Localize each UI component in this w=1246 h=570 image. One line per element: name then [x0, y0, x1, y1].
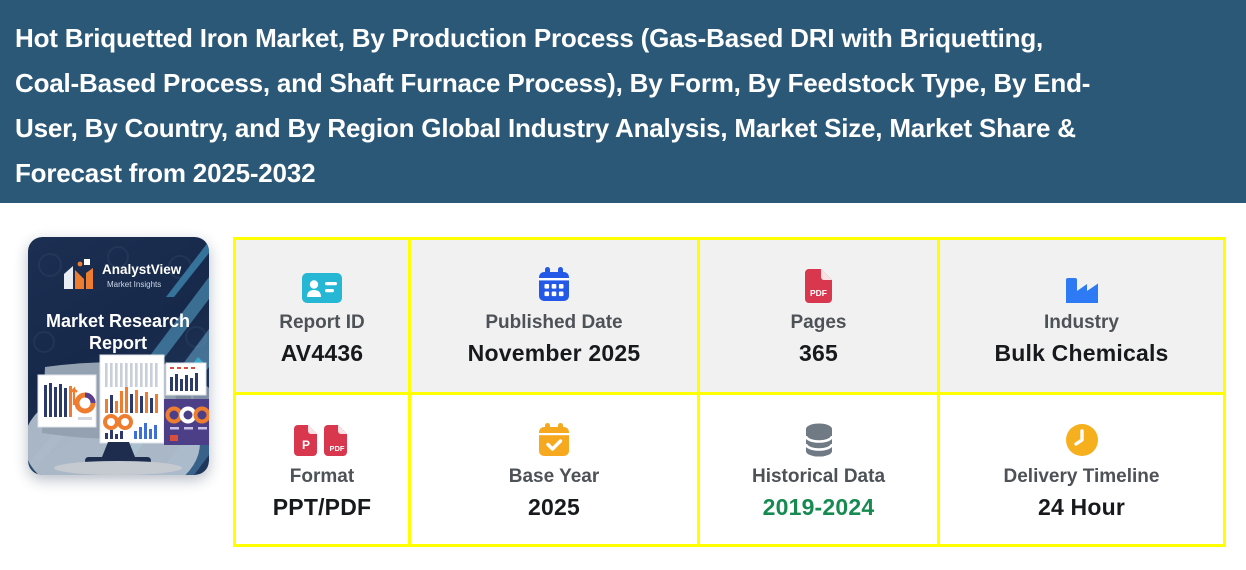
info-value: November 2025	[467, 340, 641, 366]
info-value: PPT/PDF	[272, 493, 372, 520]
cover-title-line2: Report	[89, 333, 147, 353]
cover-chart-right	[165, 362, 207, 396]
report-title-line: User, By Country, and By Region Global I…	[15, 113, 1076, 143]
info-cell-format: P PDF Format PPT/PDF	[236, 395, 408, 544]
svg-text:PDF: PDF	[330, 444, 345, 453]
cover-chart-left	[37, 374, 97, 428]
report-title-line: Forecast from 2025-2032	[15, 158, 316, 188]
ppt-pdf-files-icon: P PDF	[294, 419, 350, 457]
info-label: Base Year	[508, 465, 600, 487]
info-label: Report ID	[279, 312, 365, 333]
report-cover-art: AnalystView Market Insights Market Resea…	[28, 237, 209, 475]
svg-text:P: P	[302, 438, 310, 452]
info-label: Industry	[1044, 312, 1119, 333]
pdf-file-icon: PDF	[805, 265, 832, 303]
report-title-line: Hot Briquetted Iron Market, By Productio…	[15, 23, 1044, 53]
calendar-icon	[537, 265, 571, 303]
calendar-check-icon	[538, 419, 570, 457]
info-value: 2025	[528, 493, 580, 520]
info-cell-base-year: Base Year 2025	[411, 395, 697, 544]
info-cell-industry: Industry Bulk Chemicals	[940, 240, 1223, 392]
info-cell-pages: PDF Pages 365	[700, 240, 937, 392]
info-value: AV4436	[280, 340, 364, 366]
info-value: 365	[799, 340, 838, 366]
info-cell-delivery-timeline: Delivery Timeline 24 Hour	[940, 395, 1223, 544]
brand-name: AnalystView	[102, 262, 182, 277]
info-label: Pages	[790, 312, 847, 333]
info-cell-report-id: Report ID AV4436	[236, 240, 408, 392]
report-cover-image: AnalystView Market Insights Market Resea…	[28, 237, 209, 475]
report-title-banner: Hot Briquetted Iron Market, By Productio…	[0, 0, 1246, 203]
info-label: Published Date	[485, 312, 623, 333]
cover-chart-donuts	[164, 399, 209, 445]
info-cell-historical-data: Historical Data 2019-2024	[700, 395, 937, 544]
info-label: Historical Data	[751, 465, 886, 487]
info-value: 24 Hour	[1037, 493, 1126, 520]
cover-chart-center	[99, 354, 165, 444]
cover-title-line1: Market Research	[46, 311, 190, 331]
svg-text:PDF: PDF	[810, 288, 827, 298]
clock-icon	[1065, 419, 1099, 457]
id-card-icon	[302, 265, 342, 303]
info-label: Delivery Timeline	[1003, 465, 1160, 487]
info-label: Format	[289, 465, 355, 487]
report-summary-section: AnalystView Market Insights Market Resea…	[0, 203, 1246, 570]
info-value: 2019-2024	[762, 493, 875, 520]
report-info-grid: Report ID AV4436	[233, 237, 1226, 547]
report-title-line: Coal-Based Process, and Shaft Furnace Pr…	[15, 68, 1091, 98]
database-icon	[804, 419, 834, 457]
info-cell-published-date: Published Date November 2025	[411, 240, 697, 392]
factory-icon	[1064, 265, 1100, 303]
info-value: Bulk Chemicals	[994, 340, 1169, 366]
brand-subtitle: Market Insights	[107, 280, 161, 289]
